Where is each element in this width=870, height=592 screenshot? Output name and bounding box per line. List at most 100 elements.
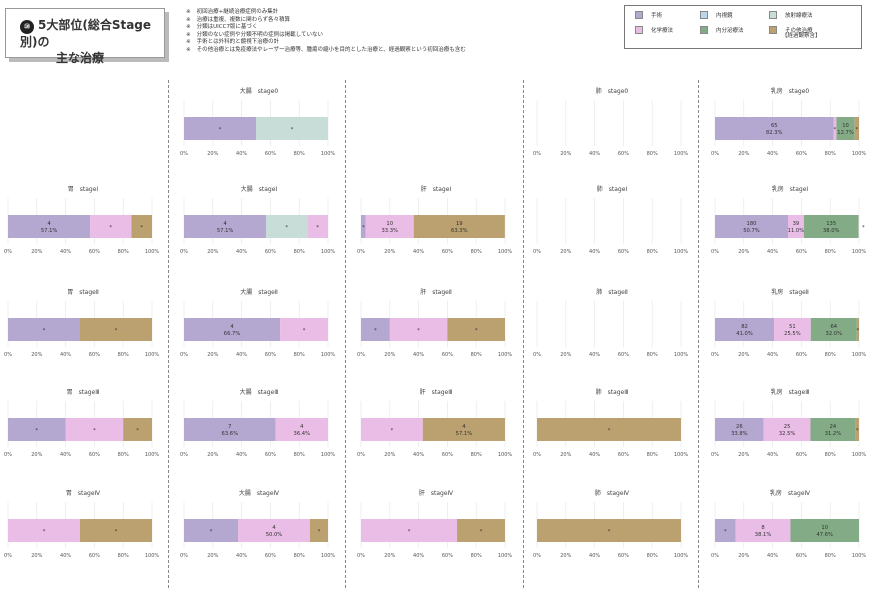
bar-segment [307, 215, 328, 238]
bar-count-label: 10 [821, 525, 828, 531]
x-tick-label: 20% [384, 352, 395, 358]
x-tick-label: 80% [294, 249, 305, 255]
bar-count-label: 4 [230, 324, 234, 330]
x-tick-label: 0% [711, 352, 719, 358]
bar-segment [836, 117, 855, 140]
bar-count-label: 39 [793, 221, 800, 227]
x-tick-label: 40% [60, 249, 71, 255]
x-tick-label: 0% [533, 452, 541, 458]
bar-count-label: 4 [223, 221, 227, 227]
x-tick-label: 100% [321, 151, 336, 157]
chart-title: 乳房 stageⅡ [771, 289, 809, 296]
bar-segment [774, 318, 811, 341]
chart-panel: 肺 stageⅡ 0% 20% 40% 60% 80% 100% [533, 283, 705, 391]
bar-label: * [93, 428, 96, 434]
x-tick-label: 80% [825, 452, 836, 458]
note-mark: ※ [186, 24, 191, 31]
bar-segment [735, 519, 791, 542]
bar-label: * [608, 529, 611, 535]
note-text: 手術とは外科的と鏡視下治療の計 [196, 39, 280, 46]
chart-title: 胃 stageⅡ [67, 289, 99, 296]
x-tick-label: 60% [618, 249, 629, 255]
bar-label: * [480, 529, 483, 535]
x-tick-label: 20% [560, 452, 571, 458]
chart-title: 肺 stageⅠ [596, 186, 628, 193]
column-divider [523, 80, 524, 588]
bar-segment [8, 318, 80, 341]
notes: ※ 初回治療+継続治療症例のみ集計 ※ 治療は重複、複数に関わらず各々積算 ※ 分類はUI… [186, 9, 466, 55]
x-tick-label: 100% [145, 249, 160, 255]
bar-segment [184, 215, 267, 238]
bar-segment [803, 215, 859, 238]
legend-label: 化学療法 [651, 28, 674, 34]
x-tick-label: 0% [180, 553, 188, 559]
x-tick-label: 0% [533, 352, 541, 358]
x-tick-label: 80% [118, 352, 129, 358]
bar-count-label: 24 [830, 424, 837, 430]
legend-swatch [769, 11, 777, 19]
x-tick-label: 20% [384, 452, 395, 458]
bar-segment [8, 418, 66, 441]
x-tick-label: 60% [265, 553, 276, 559]
x-tick-label: 60% [618, 452, 629, 458]
x-tick-label: 60% [89, 452, 100, 458]
x-tick-label: 80% [471, 249, 482, 255]
x-tick-label: 20% [207, 352, 218, 358]
x-tick-label: 20% [31, 352, 42, 358]
legend: 【経過観察含】 手術 内視鏡 放射線療法 化学療法 内分泌療法 その他治療 [624, 5, 862, 49]
chart-panel: 肺 stageⅠ 0% 20% 40% 60% 80% 100% [533, 180, 705, 288]
x-tick-label: 40% [413, 553, 424, 559]
chart-title: 肝 stageⅢ [419, 389, 453, 396]
bar-count-label: 8 [761, 525, 764, 531]
x-tick-label: 20% [31, 452, 42, 458]
bar-segment [238, 519, 310, 542]
legend-label: その他治療 [785, 28, 813, 34]
x-tick-label: 0% [533, 151, 541, 157]
note-line: ※ 治療は重複、複数に関わらず各々積算 [186, 17, 466, 25]
bar-label: * [140, 225, 143, 231]
x-tick-label: 0% [4, 249, 12, 255]
x-tick-label: 100% [674, 249, 689, 255]
x-tick-label: 0% [357, 452, 365, 458]
chart-title: 胃 stageⅠ [67, 186, 99, 193]
x-tick-label: 40% [589, 151, 600, 157]
x-tick-label: 60% [442, 452, 453, 458]
x-tick-label: 100% [498, 553, 513, 559]
x-tick-label: 0% [180, 452, 188, 458]
x-tick-label: 60% [796, 452, 807, 458]
bar-segment [715, 318, 775, 341]
legend-item: 化学療法 [635, 26, 673, 34]
chart-panel: 大腸 stage0 * * 0% 20% 40% 60% 80% 100% [180, 82, 352, 190]
x-tick-label: 20% [384, 553, 395, 559]
x-tick-label: 0% [711, 553, 719, 559]
x-tick-label: 40% [413, 249, 424, 255]
bar-percent-label: 32.0% [826, 331, 843, 337]
bar-segment [280, 318, 328, 341]
bar-label: * [115, 328, 118, 334]
bar-label: * [374, 328, 377, 334]
bar-segment [80, 318, 152, 341]
x-tick-label: 20% [738, 352, 749, 358]
bar-count-label: 180 [747, 221, 757, 227]
bar-segment [65, 418, 124, 441]
legend-item: 内分泌療法 [700, 26, 744, 34]
x-tick-label: 0% [711, 249, 719, 255]
bar-label: * [219, 127, 222, 133]
bar-label: * [417, 328, 420, 334]
x-tick-label: 40% [589, 452, 600, 458]
legend-note: 【経過観察含】 [782, 33, 821, 39]
chart-title: 大腸 stageⅣ [238, 490, 280, 497]
x-tick-label: 20% [31, 249, 42, 255]
x-tick-label: 60% [265, 352, 276, 358]
x-tick-label: 0% [533, 553, 541, 559]
x-tick-label: 80% [294, 553, 305, 559]
note-line: ※ 分類はUICC7版に基づく [186, 24, 466, 32]
x-tick-label: 100% [674, 352, 689, 358]
bar-segment [361, 418, 423, 441]
column-divider [168, 80, 169, 588]
bar-count-label: 10 [842, 123, 849, 129]
bar-segment [361, 318, 390, 341]
chart-svg: 0% 20% 40% 60% 80% 100% [533, 198, 689, 255]
chart-panel: 乳房 stageⅡ 82 41.0% 51 25.5% 64 32.0% * 0% 20% 40% 6… [711, 283, 870, 391]
